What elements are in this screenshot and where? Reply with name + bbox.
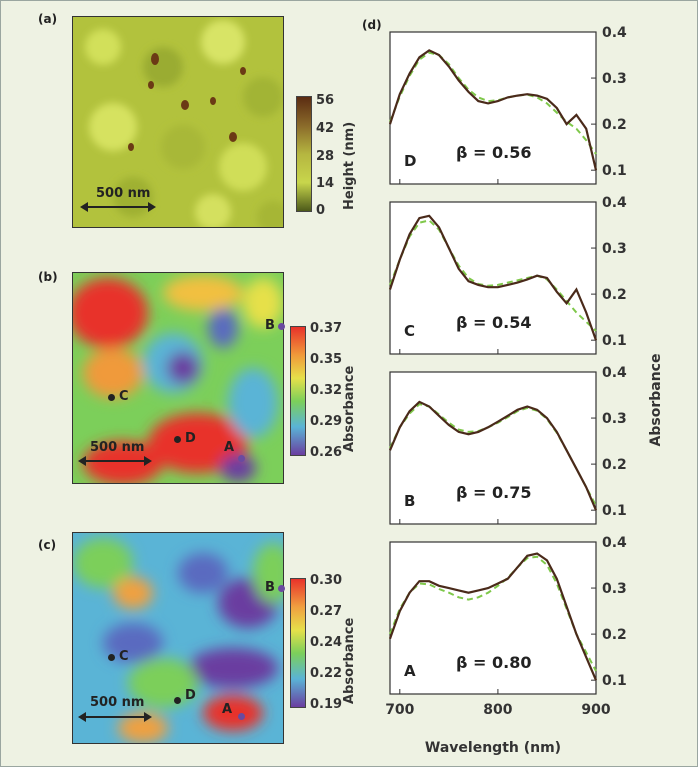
y-tick-label-1-1: 0.2 xyxy=(602,287,627,303)
y-tick-label-2-1: 0.2 xyxy=(602,457,627,473)
panel-c-point-d-marker xyxy=(174,697,181,704)
absorbance-c-tick-3: 0.22 xyxy=(310,666,343,681)
absorbance-c-tick-1: 0.27 xyxy=(310,604,343,619)
y-tick-label-3-2: 0.3 xyxy=(602,581,627,597)
fit-line-c xyxy=(389,219,597,332)
panel-c-point-a-marker xyxy=(238,713,245,720)
y-tick-label-0-2: 0.3 xyxy=(602,71,627,87)
panel-d-label: (d) xyxy=(362,18,382,32)
panel-c-point-b-marker xyxy=(278,585,285,592)
absorbance-map-b-texture xyxy=(73,273,283,483)
absorbance-map-c-texture xyxy=(73,533,283,743)
absorbance-map-c xyxy=(72,532,284,744)
height-tick-42: 42 xyxy=(316,121,335,136)
panel-c-label: (c) xyxy=(38,538,57,552)
panel-c-point-c-marker xyxy=(108,654,115,661)
panel-b-scale-arrow xyxy=(78,456,152,466)
height-colorbar xyxy=(296,96,312,212)
panel-b-point-c-label: C xyxy=(119,389,129,404)
y-tick-label-3-3: 0.4 xyxy=(602,535,627,551)
panel-a-scale-arrow xyxy=(80,202,156,212)
x-tick-label-2: 900 xyxy=(581,702,610,718)
measured-line-d xyxy=(388,49,598,171)
absorbance-colorbar-c xyxy=(290,578,306,708)
absorbance-map-b xyxy=(72,272,284,484)
height-tick-0: 0 xyxy=(316,203,326,218)
absorbance-c-tick-4: 0.19 xyxy=(310,697,343,712)
panel-c-scale-arrow xyxy=(78,712,152,722)
beta-label-a: β = 0.80 xyxy=(456,653,531,672)
y-tick-label-1-2: 0.3 xyxy=(602,241,627,257)
panel-b-point-d-label: D xyxy=(185,431,196,446)
spectrum-frame-c xyxy=(389,201,597,355)
panel-a-scale-label: 500 nm xyxy=(96,186,151,201)
panel-b-label: (b) xyxy=(38,270,58,284)
panel-b-scale-label: 500 nm xyxy=(90,440,145,455)
y-tick-label-3-1: 0.2 xyxy=(602,627,627,643)
spectrum-frame-b xyxy=(389,371,597,525)
measured-line-a xyxy=(388,552,598,681)
absorbance-b-tick-3: 0.29 xyxy=(310,414,343,429)
panel-c-scale-label: 500 nm xyxy=(90,695,145,710)
absorbance-b-tick-1: 0.35 xyxy=(310,352,343,367)
panel-c-point-c-label: C xyxy=(119,649,129,664)
y-tick-label-3-0: 0.1 xyxy=(602,673,627,689)
y-tick-label-2-2: 0.3 xyxy=(602,411,627,427)
panel-a-label: (a) xyxy=(38,12,58,26)
beta-label-b: β = 0.75 xyxy=(456,483,531,502)
y-axis-title: Absorbance xyxy=(648,354,664,447)
measured-line-b xyxy=(388,400,598,511)
y-tick-label-0-0: 0.1 xyxy=(602,163,627,179)
spectrum-label-b: B xyxy=(404,492,415,510)
y-tick-label-0-1: 0.2 xyxy=(602,117,627,133)
y-tick-label-0-3: 0.4 xyxy=(602,25,627,41)
spectrum-label-d: D xyxy=(404,152,416,170)
panel-c-point-d-label: D xyxy=(185,688,196,703)
panel-b-point-b-label: B xyxy=(265,318,275,333)
absorbance-c-tick-2: 0.24 xyxy=(310,635,343,650)
panel-b-point-b-marker xyxy=(278,323,285,330)
height-tick-56: 56 xyxy=(316,93,335,108)
spectrum-frame-a xyxy=(389,541,597,695)
fit-line-a xyxy=(389,555,597,672)
absorbance-colorbar-b xyxy=(290,326,306,456)
panel-b-point-d-marker xyxy=(174,436,181,443)
height-map-texture xyxy=(73,17,283,227)
panel-c-point-b-label: B xyxy=(265,580,275,595)
y-tick-label-2-3: 0.4 xyxy=(602,365,627,381)
y-tick-label-1-3: 0.4 xyxy=(602,195,627,211)
height-tick-28: 28 xyxy=(316,149,335,164)
spectrum-label-c: C xyxy=(404,322,415,340)
height-map xyxy=(72,16,284,228)
y-tick-label-1-0: 0.1 xyxy=(602,333,627,349)
beta-label-c: β = 0.54 xyxy=(456,313,531,332)
beta-label-d: β = 0.56 xyxy=(456,143,531,162)
absorbance-b-tick-0: 0.37 xyxy=(310,321,343,336)
x-axis-title: Wavelength (nm) xyxy=(425,740,561,756)
panel-c-point-a-label: A xyxy=(222,702,233,717)
absorbance-c-tick-0: 0.30 xyxy=(310,573,343,588)
x-tick-label-0: 700 xyxy=(385,702,414,718)
absorbance-b-tick-4: 0.26 xyxy=(310,445,343,460)
spectrum-label-a: A xyxy=(404,662,416,680)
panel-b-point-c-marker xyxy=(108,394,115,401)
panel-b-point-a-label: A xyxy=(224,440,235,455)
panel-b-point-a-marker xyxy=(238,455,245,462)
absorbance-b-tick-2: 0.32 xyxy=(310,383,343,398)
x-tick-label-1: 800 xyxy=(483,702,512,718)
measured-line-c xyxy=(388,214,598,341)
y-tick-label-2-0: 0.1 xyxy=(602,503,627,519)
height-tick-14: 14 xyxy=(316,176,335,191)
